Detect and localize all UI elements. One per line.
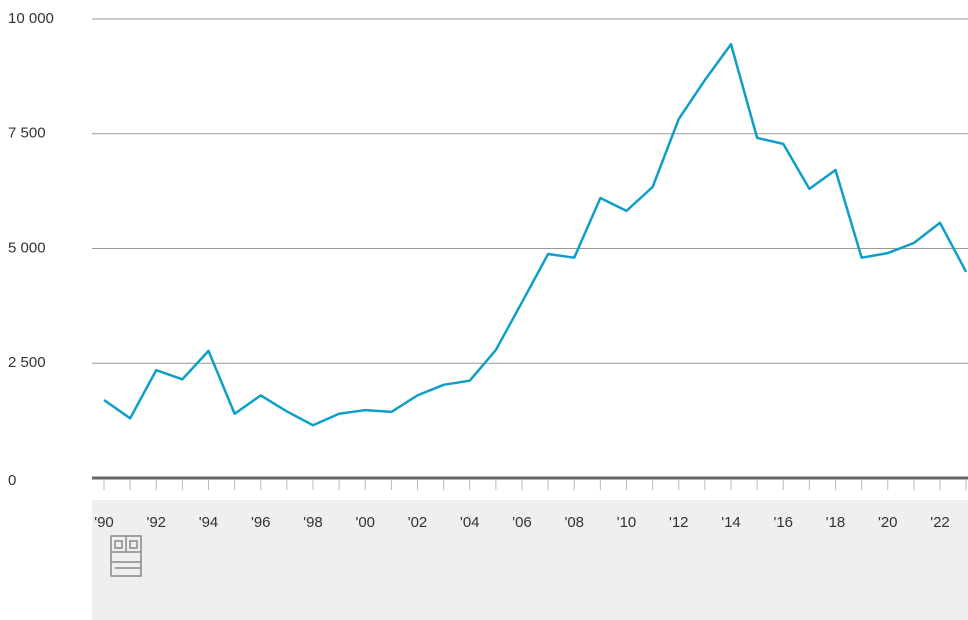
x-tick-label: '94: [199, 514, 219, 531]
x-tick-label: '92: [146, 514, 166, 531]
x-tick-label: '00: [355, 514, 375, 531]
x-tick-label: '96: [251, 514, 271, 531]
x-tick-label: '08: [564, 514, 584, 531]
x-tick-label: '02: [408, 514, 428, 531]
x-tick-label: '06: [512, 514, 532, 531]
y-tick-label: 0: [8, 472, 16, 489]
y-tick-label: 5 000: [8, 239, 46, 256]
x-tick-label: '04: [460, 514, 480, 531]
x-tick-label: '14: [721, 514, 741, 531]
y-tick-label: 2 500: [8, 354, 46, 371]
footer: [92, 500, 968, 620]
x-tick-label: '12: [669, 514, 689, 531]
data-line: [103, 42, 968, 427]
x-tick-label: '16: [773, 514, 793, 531]
y-tick-label: 10 000: [8, 10, 54, 27]
x-tick-label: '90: [94, 514, 114, 531]
logo: [110, 535, 142, 577]
x-tick-label: '18: [826, 514, 846, 531]
x-tick-label: '22: [930, 514, 950, 531]
y-tick-label: 7 500: [8, 125, 46, 142]
x-tick-label: '98: [303, 514, 323, 531]
x-tick-label: '10: [617, 514, 637, 531]
x-tick-label: '20: [878, 514, 898, 531]
